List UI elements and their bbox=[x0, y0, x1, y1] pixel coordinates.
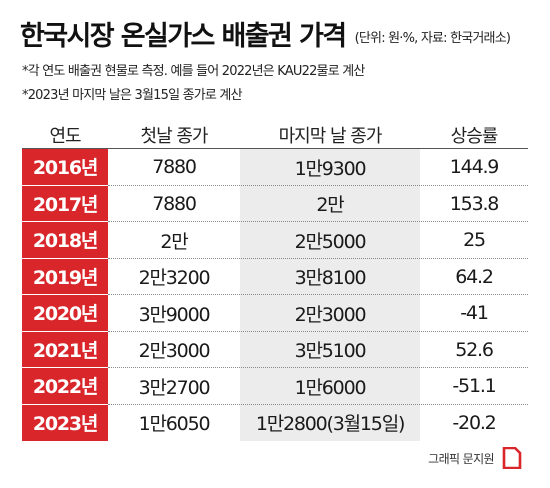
change-cell: 25 bbox=[463, 229, 486, 252]
last-close-cell: 3만5100 bbox=[240, 331, 420, 368]
table-row: 2019년 2만3200 3만8100 64.2 bbox=[22, 258, 528, 295]
first-close-cell: 2만3200 bbox=[138, 267, 211, 290]
brand-logo-icon bbox=[502, 446, 522, 470]
first-close-cell: 7880 bbox=[152, 192, 197, 215]
header-first-close: 첫날 종가 bbox=[140, 125, 209, 147]
year-cell: 2023년 bbox=[22, 404, 108, 441]
first-close-cell: 2만 bbox=[160, 230, 188, 253]
last-close-cell: 2만5000 bbox=[240, 222, 420, 259]
change-cell: 153.8 bbox=[449, 192, 500, 215]
first-close-cell: 3만9000 bbox=[138, 303, 211, 326]
year-cell: 2018년 bbox=[22, 222, 108, 259]
year-cell: 2017년 bbox=[22, 185, 108, 222]
last-close-cell: 1만6000 bbox=[240, 368, 420, 405]
last-close-cell: 1만9300 bbox=[240, 149, 420, 186]
year-cell: 2019년 bbox=[22, 258, 108, 295]
first-close-cell: 2만3000 bbox=[138, 340, 211, 363]
source-note: (단위: 원·%, 자료: 한국거래소) bbox=[354, 31, 511, 46]
change-cell: -20.2 bbox=[452, 411, 496, 434]
footnote-1: *각 연도 배출권 현물로 측정. 예를 들어 2022년은 KAU22물로 계… bbox=[22, 64, 365, 79]
table-row: 2022년 3만2700 1만6000 -51.1 bbox=[22, 368, 528, 405]
footer: 그래픽 문지원 bbox=[428, 446, 522, 470]
table-row: 2018년 2만 2만5000 25 bbox=[22, 222, 528, 259]
footnote-2: *2023년 마지막 날은 3월15일 종가로 계산 bbox=[22, 88, 243, 103]
price-table: 연도 첫날 종가 마지막 날 종가 상승률 2016년 7880 1만9300 … bbox=[22, 121, 528, 441]
table-row: 2021년 2만3000 3만5100 52.6 bbox=[22, 331, 528, 368]
change-cell: 64.2 bbox=[455, 265, 494, 288]
last-close-cell: 2만3000 bbox=[240, 295, 420, 332]
change-cell: -51.1 bbox=[452, 375, 496, 398]
first-close-cell: 3만2700 bbox=[138, 376, 211, 399]
table-row: 2020년 3만9000 2만3000 -41 bbox=[22, 295, 528, 332]
header-year: 연도 bbox=[49, 125, 81, 147]
title-row: 한국시장 온실가스 배출권 가격 (단위: 원·%, 자료: 한국거래소) bbox=[20, 14, 540, 54]
change-cell: 144.9 bbox=[449, 156, 500, 179]
first-close-cell: 7880 bbox=[152, 156, 197, 179]
table-row: 2023년 1만6050 1만2800(3월15일) -20.2 bbox=[22, 404, 528, 441]
year-cell: 2021년 bbox=[22, 331, 108, 368]
year-cell: 2020년 bbox=[22, 295, 108, 332]
last-close-cell: 2만 bbox=[240, 185, 420, 222]
first-close-cell: 1만6050 bbox=[138, 413, 211, 436]
change-cell: -41 bbox=[460, 302, 489, 325]
year-cell: 2016년 bbox=[22, 149, 108, 186]
last-close-cell: 1만2800(3월15일) bbox=[240, 404, 420, 441]
page-title: 한국시장 온실가스 배출권 가격 bbox=[20, 21, 347, 52]
table-row: 2016년 7880 1만9300 144.9 bbox=[22, 149, 528, 186]
table-header: 연도 첫날 종가 마지막 날 종가 상승률 bbox=[22, 121, 528, 149]
header-last-close: 마지막 날 종가 bbox=[278, 125, 383, 147]
last-close-cell: 3만8100 bbox=[240, 258, 420, 295]
graphic-credit: 그래픽 문지원 bbox=[428, 451, 494, 466]
year-cell: 2022년 bbox=[22, 368, 108, 405]
header-change: 상승률 bbox=[450, 125, 499, 147]
table-row: 2017년 7880 2만 153.8 bbox=[22, 185, 528, 222]
change-cell: 52.6 bbox=[455, 338, 494, 361]
